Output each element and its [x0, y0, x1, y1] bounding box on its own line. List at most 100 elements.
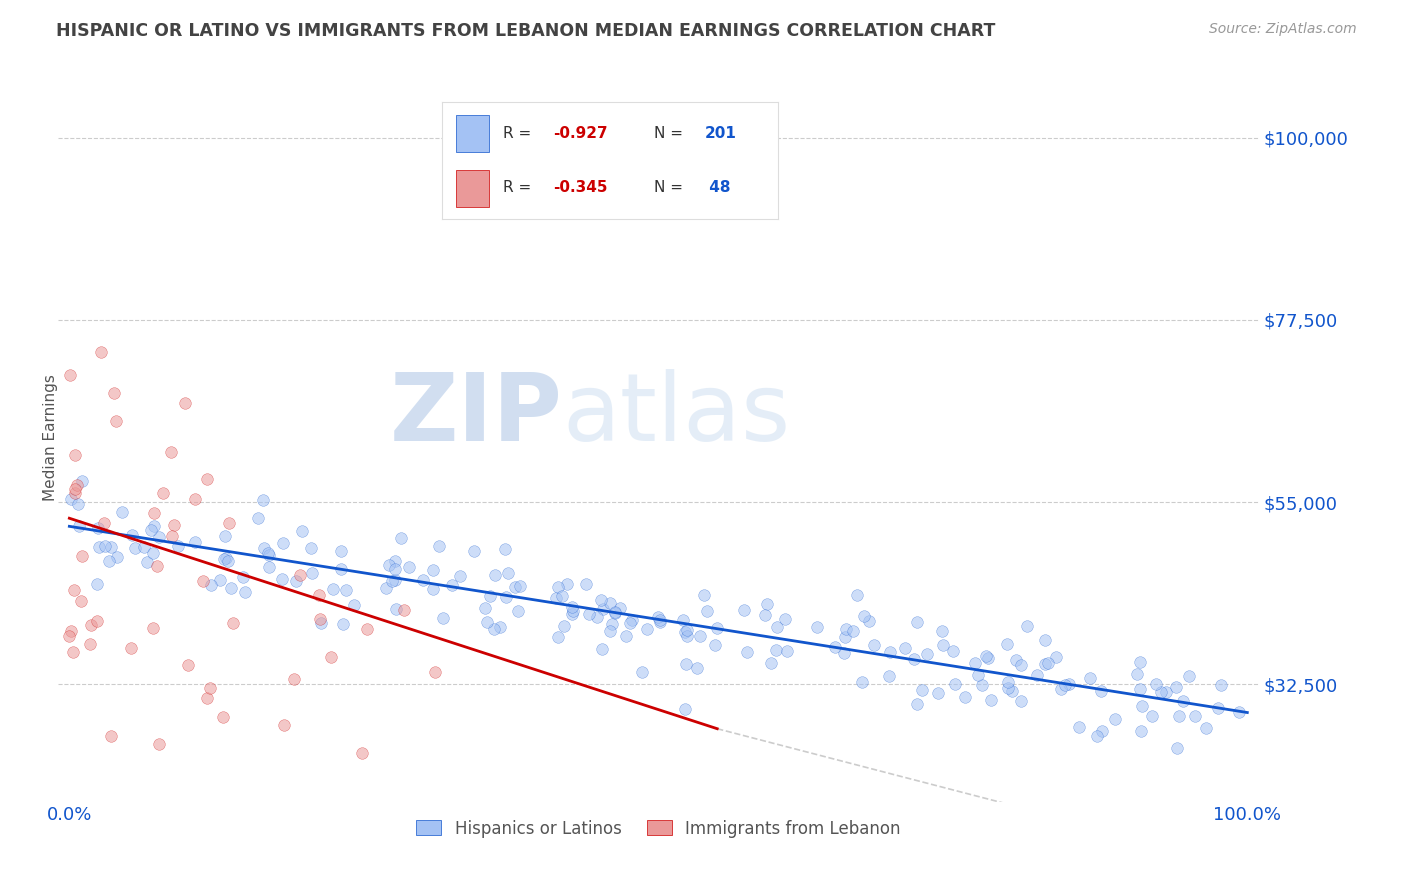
Point [474, 601, 496, 615]
Point [86, 576, 108, 591]
Point [1140, 708, 1163, 723]
Point [1036, 657, 1059, 671]
Point [423, 665, 446, 680]
Point [271, 536, 294, 550]
Point [1033, 657, 1056, 671]
Point [676, 629, 699, 643]
Point [290, 567, 312, 582]
Point [143, 519, 166, 533]
Point [846, 588, 869, 602]
Point [592, 601, 614, 615]
Point [1078, 671, 1101, 685]
Point [484, 622, 506, 636]
Point [1091, 724, 1114, 739]
Point [212, 552, 235, 566]
Point [647, 610, 669, 624]
Point [915, 648, 938, 662]
Point [894, 641, 917, 656]
Point [980, 693, 1002, 707]
Point [198, 681, 221, 696]
Point [509, 578, 531, 592]
Point [1085, 729, 1108, 743]
Point [953, 690, 976, 704]
Point [90, 345, 112, 359]
Point [555, 576, 578, 591]
Point [301, 566, 323, 580]
Point [578, 607, 600, 622]
Point [494, 542, 516, 557]
Point [835, 623, 858, 637]
Point [195, 690, 218, 705]
Point [673, 702, 696, 716]
Point [219, 581, 242, 595]
Point [675, 657, 697, 672]
Point [105, 414, 128, 428]
Point [503, 580, 526, 594]
Point [1010, 657, 1032, 672]
Point [142, 506, 165, 520]
Point [619, 615, 641, 630]
Point [322, 582, 344, 596]
Point [335, 582, 357, 597]
Point [146, 558, 169, 573]
Point [547, 581, 569, 595]
Point [252, 492, 274, 507]
Point [332, 617, 354, 632]
Point [291, 524, 314, 538]
Legend: Hispanics or Latinos, Immigrants from Lebanon: Hispanics or Latinos, Immigrants from Le… [409, 813, 907, 844]
Point [997, 637, 1019, 651]
Point [977, 650, 1000, 665]
Point [98, 554, 121, 568]
Point [94, 539, 117, 553]
Point [673, 624, 696, 639]
Point [309, 615, 332, 630]
Point [972, 678, 994, 692]
Point [853, 608, 876, 623]
Point [308, 588, 330, 602]
Point [765, 620, 787, 634]
Point [1054, 678, 1077, 692]
Point [575, 577, 598, 591]
Point [603, 606, 626, 620]
Point [806, 619, 828, 633]
Point [209, 574, 232, 588]
Point [1126, 666, 1149, 681]
Point [214, 529, 236, 543]
Point [217, 554, 239, 568]
Point [256, 546, 278, 560]
Point [463, 544, 485, 558]
Point [927, 686, 949, 700]
Point [398, 559, 420, 574]
Point [105, 550, 128, 565]
Point [1010, 694, 1032, 708]
Point [184, 534, 207, 549]
Point [943, 677, 966, 691]
Point [80, 617, 103, 632]
Point [599, 595, 621, 609]
Point [997, 675, 1019, 690]
Point [733, 603, 755, 617]
Point [440, 577, 463, 591]
Point [273, 717, 295, 731]
Point [62, 645, 84, 659]
Point [547, 630, 569, 644]
Point [148, 530, 170, 544]
Point [609, 600, 631, 615]
Point [776, 644, 799, 658]
Point [910, 683, 932, 698]
Point [589, 592, 612, 607]
Point [195, 472, 218, 486]
Point [686, 661, 709, 675]
Point [942, 643, 965, 657]
Point [247, 511, 270, 525]
Point [1129, 655, 1152, 669]
Point [759, 657, 782, 671]
Point [489, 620, 512, 634]
Point [932, 638, 955, 652]
Point [1067, 720, 1090, 734]
Point [1045, 649, 1067, 664]
Point [1154, 685, 1177, 699]
Point [378, 558, 401, 572]
Point [599, 624, 621, 638]
Point [215, 550, 238, 565]
